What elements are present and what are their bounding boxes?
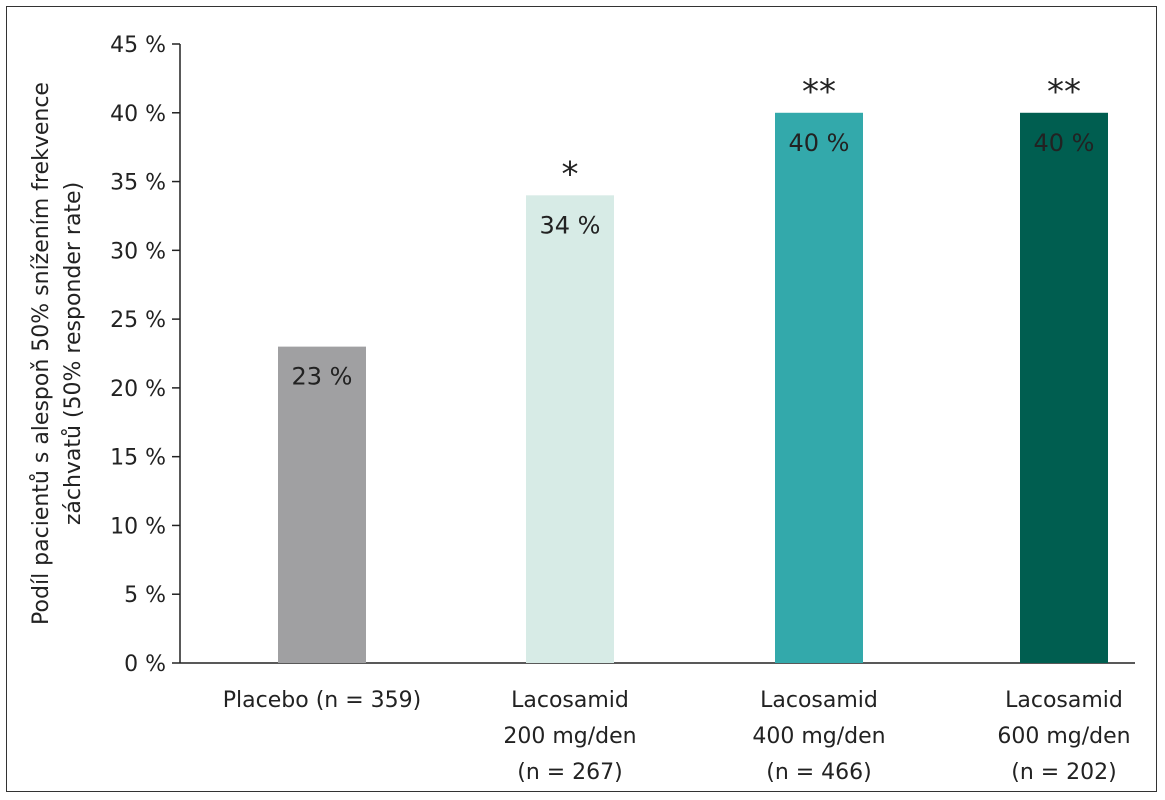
bar bbox=[526, 195, 614, 664]
y-axis-label-line: Podíl pacientů s alespoň 50% snížením fr… bbox=[29, 82, 54, 625]
bar bbox=[775, 112, 863, 664]
x-category-label: (n = 466) bbox=[766, 760, 872, 785]
significance-marker: * bbox=[562, 154, 579, 194]
x-category-label: Lacosamid bbox=[511, 688, 629, 713]
bar-value-label: 34 % bbox=[540, 211, 601, 239]
y-tick-label: 0 % bbox=[124, 652, 166, 677]
y-tick-label: 25 % bbox=[110, 308, 166, 333]
y-tick-label: 20 % bbox=[110, 377, 166, 402]
y-tick-label: 10 % bbox=[110, 514, 166, 539]
y-tick-label: 40 % bbox=[110, 102, 166, 127]
bar bbox=[1020, 112, 1108, 664]
significance-marker: ** bbox=[1047, 72, 1081, 112]
bar-value-label: 23 % bbox=[292, 363, 353, 391]
y-tick-label: 30 % bbox=[110, 239, 166, 264]
y-tick-label: 35 % bbox=[110, 171, 166, 196]
x-category-label: Lacosamid bbox=[760, 688, 878, 713]
x-category-label: 600 mg/den bbox=[997, 724, 1130, 749]
x-category-label: 400 mg/den bbox=[752, 724, 885, 749]
chart-frame bbox=[6, 6, 1157, 792]
x-category-label: Lacosamid bbox=[1005, 688, 1123, 713]
x-category-label: Placebo (n = 359) bbox=[223, 688, 421, 713]
y-tick-label: 15 % bbox=[110, 446, 166, 471]
y-tick-label: 5 % bbox=[124, 583, 166, 608]
y-axis-label: Podíl pacientů s alespoň 50% snížením fr… bbox=[29, 82, 86, 625]
x-category-label: 200 mg/den bbox=[503, 724, 636, 749]
bar bbox=[278, 346, 366, 663]
bar-value-label: 40 % bbox=[1034, 129, 1095, 157]
y-axis-label-line: záchvatů (50% responder rate) bbox=[61, 182, 86, 525]
significance-marker: ** bbox=[802, 72, 836, 112]
bar-value-label: 40 % bbox=[789, 129, 850, 157]
x-category-label: (n = 267) bbox=[517, 760, 623, 785]
y-tick-label: 45 % bbox=[110, 33, 166, 58]
x-category-label: (n = 202) bbox=[1011, 760, 1117, 785]
